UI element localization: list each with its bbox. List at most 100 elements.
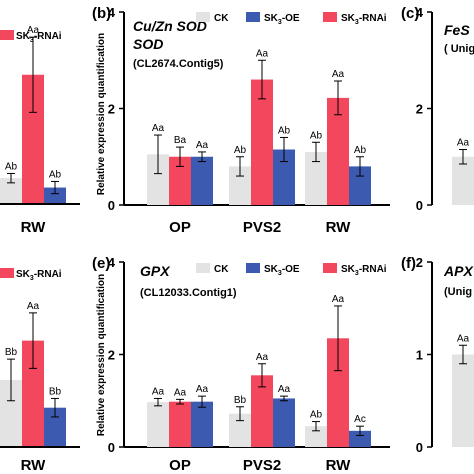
significance-letter: Aa [332,294,345,305]
significance-letter: Bb [234,395,247,406]
y-axis-label: Relative expression quantification [96,274,107,436]
bar [305,426,327,447]
significance-letter: Ab [310,410,323,421]
y-tick-label: 2 [108,348,115,363]
bar [251,79,273,205]
x-tick-label: PVS2 [243,219,281,236]
legend-label-sk3-oe: SK3-OE [264,13,300,26]
y-tick-label: 0 [108,198,115,213]
y-axis-label: Relative expression quantification [96,33,107,195]
legend-swatch-sk3-rnai [323,12,337,22]
legend-swatch-sk3-oe [246,12,260,22]
legend-label-sk3-rnai: SK3-RNAi [341,264,387,277]
gene-title: GPX [140,263,171,279]
bar [327,338,349,447]
significance-letter: Aa [278,384,291,395]
panel-label-e: (e) [92,255,110,272]
bar [273,398,295,447]
significance-letter: Aa [152,386,165,397]
y-tick-label: 4 [416,5,424,20]
y-tick-label: 0 [416,440,423,455]
bar [44,187,66,204]
bar [191,156,213,205]
bar [273,149,295,205]
bar [229,166,251,205]
legend-swatch-sk3-rnai [0,268,14,278]
significance-letter: Ab [354,145,367,156]
significance-letter: Aa [174,387,187,398]
bar [349,430,371,447]
panel-label-c: (c) [401,5,419,22]
y-tick-label: 2 [416,102,423,117]
bar [305,151,327,205]
bar [229,413,251,447]
significance-letter: Ab [234,145,247,156]
legend-swatch-sk3-oe [246,263,260,273]
significance-letter: Aa [256,48,269,59]
x-tick-label: RW [326,219,352,236]
gene-subtitle: (Unig [444,286,472,298]
gene-title: APX [443,263,474,279]
panel-label-b: (b) [92,5,111,22]
significance-letter: Aa [152,123,165,134]
gene-title-line2: SOD [133,36,163,52]
bar [169,156,191,205]
bar [251,375,273,447]
legend-swatch-ck [196,12,210,22]
significance-letter: Ab [278,125,291,136]
y-tick-label: 1 [416,348,423,363]
y-tick-label: 2 [108,102,115,117]
x-tick-label: OP [169,219,191,236]
y-tick-label: 0 [108,440,115,455]
significance-letter: Bb [49,386,62,397]
significance-letter: Bb [5,347,18,358]
legend-swatch-sk3-rnai [0,30,14,40]
gene-subtitle: (CL12033.Contig1) [140,287,237,299]
legend-label-sk3-oe: SK3-OE [264,264,300,277]
x-tick-label: RW [326,457,352,474]
gene-title: Cu/Zn SOD [133,18,207,34]
significance-letter: Ba [174,135,187,146]
legend-label-sk3-rnai: SK3-RNAi [16,31,62,44]
bar [191,401,213,447]
bar [44,407,66,447]
bar [147,154,169,205]
significance-letter: Aa [27,25,40,36]
y-tick-label: 4 [108,255,116,270]
bar [349,166,371,205]
significance-letter: Aa [256,352,269,363]
bar [22,340,44,447]
legend-swatch-ck [196,263,210,273]
y-tick-label: 4 [108,5,116,20]
bar [0,379,22,447]
significance-letter: Aa [332,69,345,80]
bar [147,402,169,447]
bar [452,156,474,205]
significance-letter: Aa [196,140,209,151]
significance-letter: Ac [354,414,366,425]
significance-letter: Aa [457,333,470,344]
significance-letter: Ab [49,169,62,180]
legend-label-sk3-rnai: SK3-RNAi [16,269,62,282]
bar [22,74,44,204]
gene-subtitle: ( Unig [444,43,474,55]
significance-letter: Aa [457,138,470,149]
gene-title: FeS [444,22,470,38]
legend-label-ck: CK [214,264,229,275]
legend-label-ck: CK [214,13,229,24]
panel-label-f: (f) [401,255,416,272]
x-tick-label: PVS2 [243,457,281,474]
significance-letter: Aa [27,301,40,312]
bar [0,178,22,204]
bar [327,97,349,205]
significance-letter: Ab [310,130,323,141]
bar [169,401,191,447]
gene-subtitle: (CL2674.Contig5) [133,58,224,70]
x-tick-label: RW [21,457,47,474]
significance-letter: Aa [196,384,209,395]
significance-letter: Ab [5,161,18,172]
y-tick-label: 0 [416,198,423,213]
legend-label-sk3-rnai: SK3-RNAi [341,13,387,26]
bar [452,354,474,447]
